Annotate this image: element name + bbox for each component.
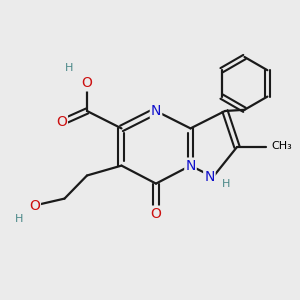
Text: H: H bbox=[15, 214, 24, 224]
Text: H: H bbox=[65, 63, 73, 74]
Text: H: H bbox=[221, 178, 230, 189]
Text: O: O bbox=[151, 207, 161, 220]
Text: N: N bbox=[151, 104, 161, 118]
Text: CH₃: CH₃ bbox=[272, 140, 292, 151]
Text: N: N bbox=[185, 159, 196, 172]
Text: O: O bbox=[56, 116, 67, 129]
Text: O: O bbox=[29, 199, 40, 212]
Text: O: O bbox=[82, 76, 92, 90]
Text: N: N bbox=[204, 170, 214, 184]
